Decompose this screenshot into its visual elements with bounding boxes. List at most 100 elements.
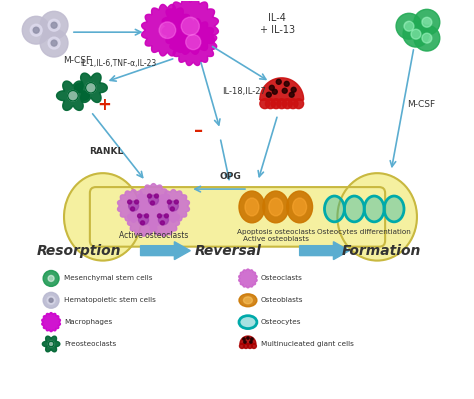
Text: Mesenchymal stem cells: Mesenchymal stem cells [64, 275, 153, 281]
Ellipse shape [239, 316, 257, 329]
Text: Osteocytes: Osteocytes [261, 319, 301, 325]
Text: Active osteoblasts: Active osteoblasts [243, 236, 309, 242]
Circle shape [43, 292, 59, 308]
Circle shape [289, 92, 294, 97]
Circle shape [272, 89, 277, 94]
Circle shape [131, 207, 135, 211]
Circle shape [22, 16, 50, 44]
FancyBboxPatch shape [90, 187, 385, 247]
Circle shape [47, 296, 55, 304]
Circle shape [138, 215, 148, 225]
Circle shape [48, 275, 54, 281]
Circle shape [277, 99, 287, 109]
Text: OPG: OPG [219, 172, 241, 181]
Text: Apoptosis osteoclasts: Apoptosis osteoclasts [237, 229, 315, 235]
Circle shape [86, 83, 96, 93]
Circle shape [244, 341, 246, 343]
Circle shape [51, 40, 57, 46]
Circle shape [422, 17, 432, 27]
Circle shape [167, 200, 172, 204]
Polygon shape [118, 190, 150, 222]
Ellipse shape [244, 297, 253, 304]
Text: + IL-13: + IL-13 [260, 25, 295, 35]
Circle shape [135, 200, 138, 204]
Circle shape [266, 92, 271, 97]
Ellipse shape [269, 198, 283, 216]
Circle shape [404, 21, 414, 31]
Circle shape [411, 29, 421, 39]
Polygon shape [260, 78, 304, 100]
Circle shape [291, 87, 296, 92]
Circle shape [260, 99, 270, 109]
Circle shape [251, 344, 256, 348]
Circle shape [145, 214, 148, 218]
Circle shape [422, 33, 432, 43]
Circle shape [396, 13, 422, 39]
Text: Hematopoietic stem cells: Hematopoietic stem cells [64, 297, 156, 303]
Circle shape [243, 338, 245, 340]
Circle shape [43, 271, 59, 286]
Circle shape [271, 99, 281, 109]
Ellipse shape [325, 196, 345, 222]
Ellipse shape [239, 294, 257, 307]
Circle shape [48, 37, 60, 49]
Circle shape [164, 214, 168, 218]
Text: Resorption: Resorption [36, 244, 121, 258]
Text: Formation: Formation [341, 244, 421, 258]
Circle shape [68, 91, 78, 101]
Text: M-CSF: M-CSF [407, 100, 435, 109]
Circle shape [284, 81, 289, 86]
Circle shape [265, 99, 275, 109]
Circle shape [40, 11, 68, 39]
Polygon shape [128, 203, 160, 236]
Circle shape [159, 22, 176, 38]
Circle shape [51, 22, 57, 28]
Ellipse shape [245, 198, 259, 216]
Circle shape [137, 214, 142, 218]
Circle shape [276, 79, 281, 84]
Polygon shape [56, 81, 90, 111]
Text: RANKL: RANKL [89, 147, 123, 156]
Ellipse shape [345, 196, 364, 222]
Circle shape [247, 337, 249, 339]
Circle shape [170, 207, 174, 211]
Circle shape [269, 85, 274, 90]
Circle shape [157, 214, 162, 218]
Text: Macrophages: Macrophages [64, 319, 112, 325]
Polygon shape [42, 336, 60, 352]
Circle shape [250, 341, 252, 343]
Ellipse shape [364, 196, 384, 222]
Polygon shape [42, 312, 60, 332]
Ellipse shape [384, 196, 404, 222]
Polygon shape [142, 4, 193, 56]
Circle shape [247, 344, 253, 348]
Text: IL-18,IL-27: IL-18,IL-27 [222, 87, 266, 96]
Polygon shape [74, 73, 107, 103]
Circle shape [186, 35, 201, 49]
Circle shape [48, 19, 60, 31]
Circle shape [49, 298, 53, 302]
Circle shape [414, 9, 440, 35]
Circle shape [251, 338, 253, 340]
Circle shape [141, 221, 145, 225]
Text: Osteocytes differentiation: Osteocytes differentiation [318, 229, 411, 235]
Circle shape [128, 200, 132, 204]
Ellipse shape [287, 191, 312, 223]
Polygon shape [147, 203, 180, 236]
Ellipse shape [263, 191, 289, 223]
Circle shape [161, 221, 164, 225]
Text: M-CSF: M-CSF [63, 56, 91, 65]
Circle shape [48, 341, 54, 347]
Text: Multinucleated giant cells: Multinucleated giant cells [261, 341, 354, 347]
FancyArrow shape [300, 242, 349, 260]
Polygon shape [157, 190, 190, 222]
Polygon shape [137, 184, 170, 216]
Circle shape [155, 194, 158, 198]
Circle shape [151, 201, 155, 205]
Text: Reversal: Reversal [195, 244, 262, 258]
Circle shape [148, 195, 158, 205]
Text: Preosteoclasts: Preosteoclasts [64, 341, 116, 347]
Text: Osteoblasts: Osteoblasts [261, 297, 303, 303]
Text: IL-4: IL-4 [268, 13, 286, 23]
Polygon shape [239, 269, 257, 288]
